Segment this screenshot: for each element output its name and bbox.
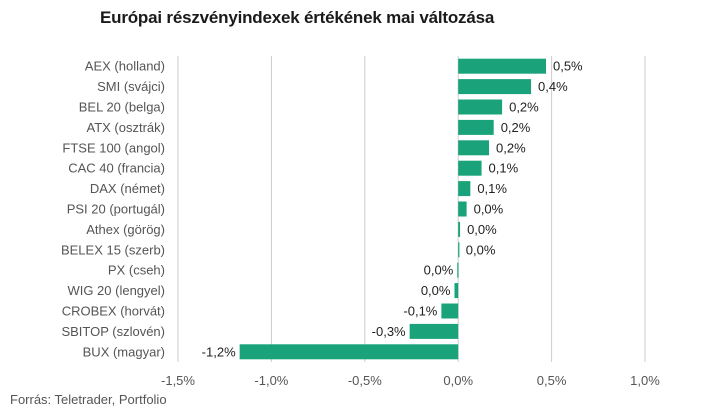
data-label: 0,1%	[477, 181, 507, 196]
data-label: 0,0%	[424, 263, 454, 278]
category-label: AEX (holland)	[85, 59, 165, 74]
bar-8	[458, 221, 461, 237]
data-label: -0,3%	[372, 324, 406, 339]
bar-11	[454, 283, 459, 299]
category-label: WIG 20 (lengyel)	[67, 283, 165, 298]
data-label: 0,0%	[421, 283, 451, 298]
bar-9	[458, 242, 460, 258]
data-label: 0,4%	[538, 79, 568, 94]
data-label: 0,2%	[496, 140, 526, 155]
category-label: BELEX 15 (szerb)	[61, 242, 165, 257]
bar-2	[458, 99, 503, 115]
x-tick-label: -1,0%	[254, 373, 288, 388]
bar-1	[458, 79, 532, 95]
x-tick-label: 0,0%	[443, 373, 473, 388]
bar-10	[457, 262, 459, 278]
data-label: -1,2%	[202, 344, 236, 359]
bar-3	[458, 119, 494, 135]
source-note: Forrás: Teletrader, Portfolio	[10, 392, 167, 407]
bar-6	[458, 181, 471, 197]
x-tick-label: 0,5%	[537, 373, 567, 388]
category-label: ATX (osztrák)	[87, 120, 166, 135]
bar-0	[458, 58, 546, 74]
category-label: Athex (görög)	[86, 222, 165, 237]
x-tick-label: -0,5%	[348, 373, 382, 388]
bar-4	[458, 140, 490, 156]
category-label: BUX (magyar)	[83, 344, 165, 359]
data-label: 0,1%	[489, 161, 519, 176]
category-label: CAC 40 (francia)	[68, 161, 165, 176]
category-label: CROBEX (horvát)	[62, 304, 165, 319]
category-label: SBITOP (szlovén)	[61, 324, 165, 339]
data-label: 0,0%	[467, 222, 497, 237]
data-label: 0,5%	[553, 59, 583, 74]
bar-13	[409, 323, 459, 339]
data-label: 0,2%	[509, 100, 539, 115]
data-label: 0,0%	[466, 242, 496, 257]
data-label: 0,0%	[474, 202, 504, 217]
data-label: -0,1%	[403, 304, 437, 319]
category-label: DAX (német)	[90, 181, 165, 196]
bar-7	[458, 201, 467, 217]
category-label: SMI (svájci)	[97, 79, 165, 94]
x-tick-label: 1,0%	[630, 373, 660, 388]
category-label: PSI 20 (portugál)	[67, 202, 165, 217]
bar-14	[239, 344, 459, 360]
bar-5	[458, 160, 482, 176]
bar-12	[441, 303, 459, 319]
data-label: 0,2%	[501, 120, 531, 135]
category-label: BEL 20 (belga)	[79, 100, 165, 115]
category-label: FTSE 100 (angol)	[62, 140, 165, 155]
x-tick-label: -1,5%	[161, 373, 195, 388]
category-label: PX (cseh)	[108, 263, 165, 278]
chart-title: Európai részvényindexek értékének mai vá…	[100, 8, 495, 27]
